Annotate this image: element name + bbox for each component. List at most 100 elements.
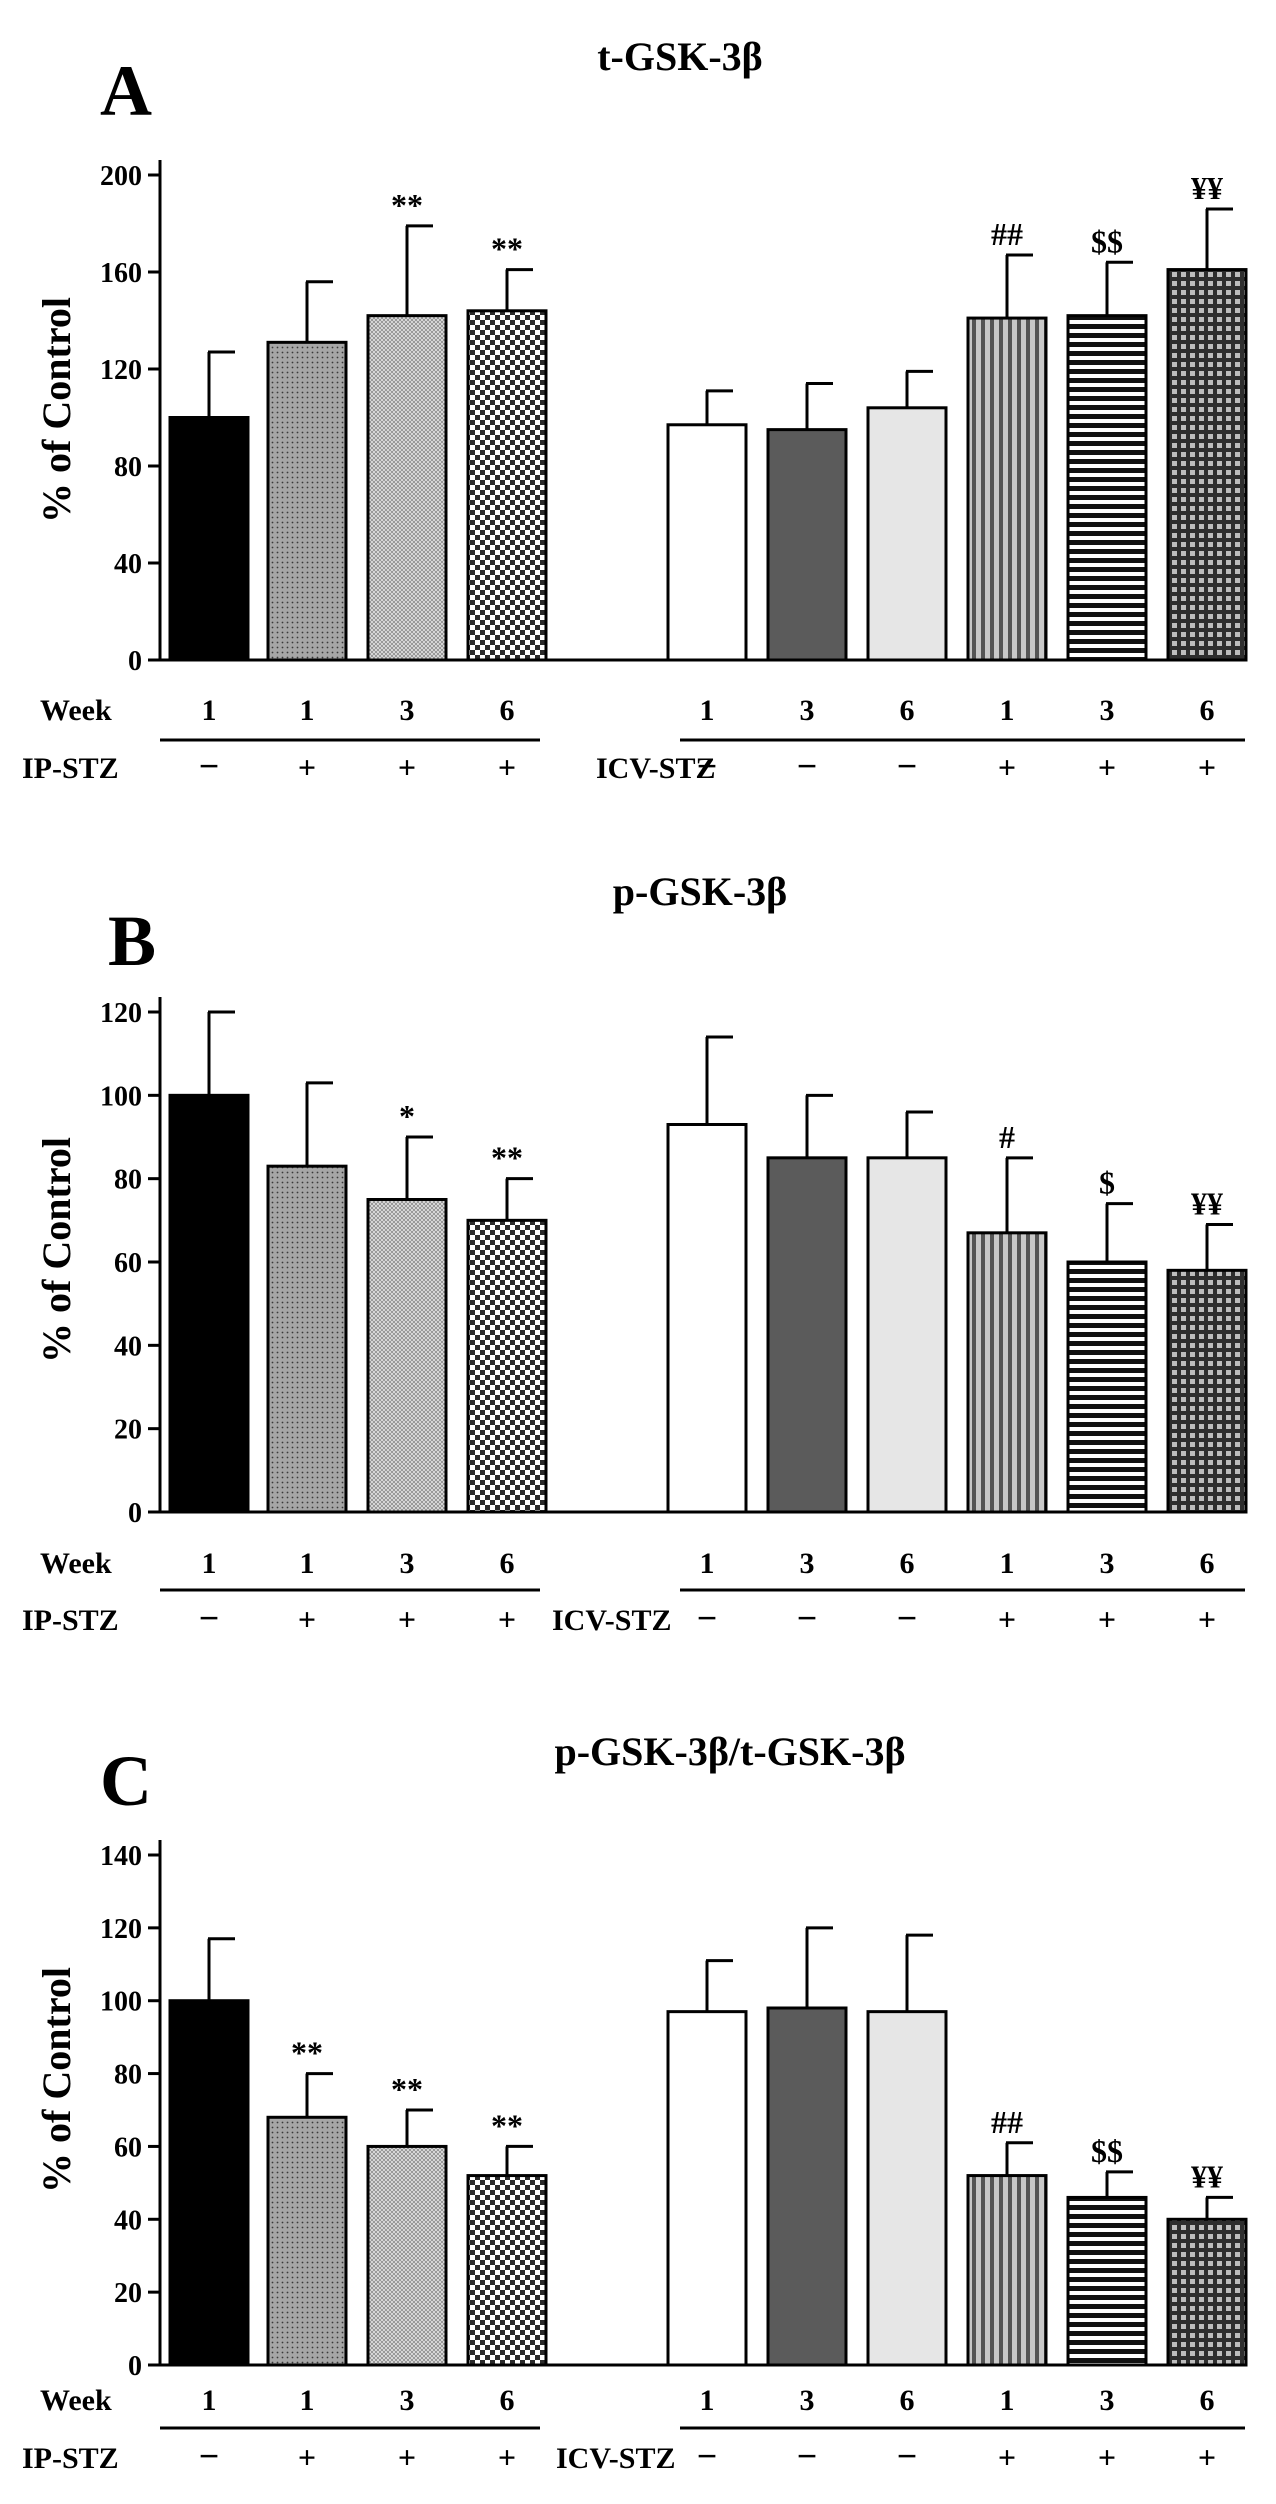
y-tick-label: 40 — [114, 1331, 142, 1362]
week-row-label: Week — [40, 694, 112, 727]
chart-title: p-GSK-3β/t-GSK-3β — [554, 1729, 905, 1774]
week-tick-label: 6 — [1200, 694, 1215, 727]
treatment-label: + — [398, 749, 416, 785]
treatment-label: + — [1198, 749, 1216, 785]
bar — [466, 309, 548, 662]
panel-a: A t-GSK-3β % of Control Week IP-STZ ICV-… — [22, 34, 1248, 786]
panel-letter: B — [108, 901, 156, 981]
bar — [766, 1156, 848, 1514]
treatment-label: + — [998, 2439, 1016, 2475]
treatment-label: + — [398, 1601, 416, 1637]
week-tick-label: 6 — [900, 694, 915, 727]
week-tick-label: 1 — [202, 1547, 217, 1580]
y-axis-label: % of Control — [34, 1967, 79, 2193]
icv-stz-label: ICV-STZ — [556, 2442, 675, 2475]
y-tick-label: 60 — [114, 1248, 142, 1279]
bar — [866, 406, 948, 662]
week-tick-label: 1 — [1000, 1547, 1015, 1580]
treatment-label: + — [998, 1601, 1016, 1637]
significance-label: $$ — [1091, 2133, 1123, 2169]
week-tick-label: 3 — [400, 1547, 415, 1580]
treatment-label: − — [697, 1598, 718, 1638]
bar-marks: 0 20 40 60 80 100 120 1 − 1 + * 3 + ** 6 +1 − 3 − 6 − #1 + $3 + ¥¥… — [100, 997, 1248, 1638]
y-tick-label: 140 — [100, 1841, 142, 1872]
week-tick-label: 6 — [1200, 2384, 1215, 2417]
treatment-label: + — [398, 2439, 416, 2475]
week-tick-label: 3 — [800, 2384, 815, 2417]
treatment-label: + — [1098, 1601, 1116, 1637]
y-tick-label: 40 — [114, 2205, 142, 2236]
week-tick-label: 1 — [300, 694, 315, 727]
treatment-label: − — [897, 746, 918, 786]
y-tick-label: 60 — [114, 2132, 142, 2163]
bar — [466, 2174, 548, 2367]
bar — [168, 416, 250, 662]
week-tick-label: 3 — [1100, 1547, 1115, 1580]
week-tick-label: 1 — [202, 694, 217, 727]
significance-label: ## — [991, 216, 1023, 252]
week-tick-label: 3 — [800, 1547, 815, 1580]
panel-letter: A — [100, 51, 152, 131]
treatment-label: + — [298, 2439, 316, 2475]
y-axis-label: % of Control — [34, 1137, 79, 1363]
week-row-label: Week — [40, 2384, 112, 2417]
ip-stz-label: IP-STZ — [22, 1604, 119, 1637]
bar — [266, 340, 348, 662]
bar — [766, 2006, 848, 2367]
treatment-label: − — [797, 1598, 818, 1638]
y-tick-label: 80 — [114, 452, 142, 483]
y-tick-label: 120 — [100, 355, 142, 386]
treatment-label: + — [1098, 2439, 1116, 2475]
y-tick-label: 100 — [100, 1081, 142, 1112]
bar-marks: 0 40 80 120 160 200 1 − 1 + ** 3 + ** 6 +1 − 3 − 6 − ## 1 + $$ 3 +… — [100, 160, 1248, 786]
bar — [966, 316, 1048, 662]
week-tick-label: 6 — [900, 2384, 915, 2417]
y-tick-label: 80 — [114, 2060, 142, 2091]
week-tick-label: 1 — [700, 1547, 715, 1580]
bar-marks: 0 20 40 60 80 100 120 140 1 − ** 1 + ** 3 + ** 6 +1 − 3 − 6 − ##… — [100, 1840, 1248, 2476]
significance-label: ** — [491, 231, 523, 267]
icv-stz-label: ICV-STZ — [552, 1604, 671, 1637]
significance-label: ## — [991, 2104, 1023, 2140]
bar — [1166, 1268, 1248, 1514]
treatment-label: + — [498, 1601, 516, 1637]
ip-stz-label: IP-STZ — [22, 2442, 119, 2475]
week-tick-label: 3 — [1100, 2384, 1115, 2417]
panel-c: C p-GSK-3β/t-GSK-3β % of Control Week IP… — [22, 1729, 1248, 2476]
significance-label: ¥¥ — [1191, 1186, 1223, 1222]
significance-label: ** — [491, 1140, 523, 1176]
treatment-label: − — [199, 2436, 220, 2476]
y-tick-label: 100 — [100, 1987, 142, 2018]
week-tick-label: 6 — [500, 2384, 515, 2417]
bar — [766, 428, 848, 662]
chart-title: p-GSK-3β — [613, 869, 787, 914]
treatment-label: − — [199, 746, 220, 786]
bar — [266, 2115, 348, 2367]
significance-label: ** — [391, 187, 423, 223]
bar — [1066, 2195, 1148, 2367]
week-tick-label: 1 — [700, 2384, 715, 2417]
y-tick-label: 20 — [114, 2278, 142, 2309]
treatment-label: − — [697, 746, 718, 786]
y-tick-label: 0 — [128, 1498, 142, 1529]
y-tick-label: 120 — [100, 998, 142, 1029]
treatment-label: + — [998, 749, 1016, 785]
bar — [366, 314, 448, 662]
week-tick-label: 3 — [400, 2384, 415, 2417]
treatment-label: − — [797, 746, 818, 786]
treatment-label: − — [797, 2436, 818, 2476]
treatment-label: + — [498, 2439, 516, 2475]
bar — [1166, 2217, 1248, 2367]
week-tick-label: 6 — [500, 1547, 515, 1580]
week-tick-label: 3 — [800, 694, 815, 727]
week-tick-label: 1 — [300, 2384, 315, 2417]
treatment-label: − — [199, 1598, 220, 1638]
week-tick-label: 6 — [900, 1547, 915, 1580]
week-tick-label: 1 — [300, 1547, 315, 1580]
y-tick-label: 120 — [100, 1914, 142, 1945]
significance-label: # — [999, 1119, 1015, 1155]
bar — [1066, 314, 1148, 662]
week-tick-label: 6 — [500, 694, 515, 727]
chart-title: t-GSK-3β — [597, 34, 763, 79]
